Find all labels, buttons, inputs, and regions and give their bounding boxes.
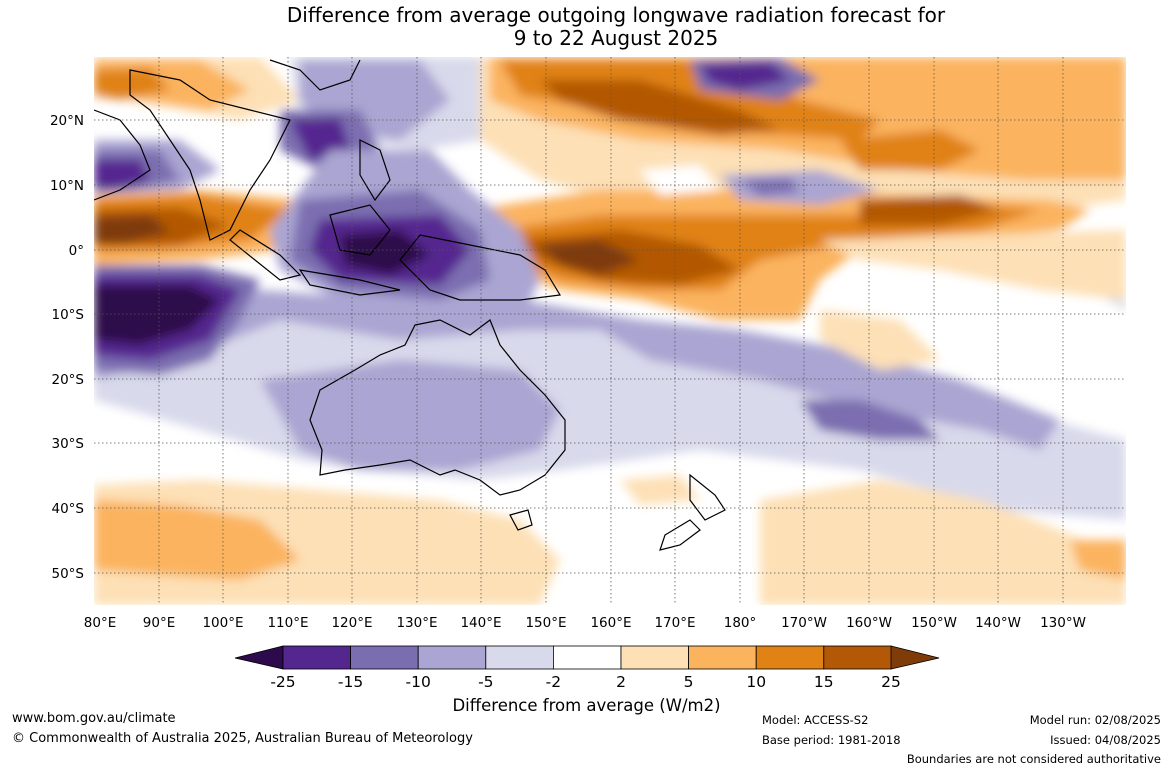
lon-label: 180° (724, 615, 757, 631)
colorbar-tick-label: -2 (546, 673, 561, 691)
issued-date: Issued: 04/08/2025 (1050, 733, 1161, 747)
colorbar-swatch (755, 645, 825, 670)
colorbar-tick-label: -15 (338, 673, 363, 691)
coastlines (94, 59, 726, 551)
colorbar-swatch (282, 645, 351, 670)
lat-label: 40°S (52, 501, 85, 517)
colorbar-tick-label: 15 (814, 673, 834, 691)
map-title: Difference from average outgoing longwav… (0, 4, 1173, 50)
lat-label: 20°N (50, 113, 84, 129)
lat-labels: 20°N 10°N 0° 10°S 20°S 30°S 40°S 50°S (50, 113, 84, 582)
colorbar-tick-label: -5 (478, 673, 493, 691)
lon-label: 110°E (267, 615, 308, 631)
lon-label: 140°E (460, 615, 501, 631)
anomaly-field (94, 57, 1126, 605)
colorbar-tick-label: -25 (270, 673, 295, 691)
website-link[interactable]: www.bom.gov.au/climate (12, 711, 176, 726)
colorbar-swatch (350, 645, 419, 670)
colorbar-swatch (688, 645, 757, 670)
colorbar-tick-label: 25 (881, 673, 901, 691)
lat-label: 10°S (52, 307, 85, 323)
lat-label: 50°S (52, 566, 85, 582)
lon-labels: 80°E 90°E 100°E 110°E 120°E 130°E 140°E … (84, 615, 1086, 631)
map-title-line1: Difference from average outgoing longwav… (286, 3, 946, 27)
lon-label: 170°W (781, 615, 827, 631)
lat-label: 20°S (52, 372, 85, 388)
lat-label: 0° (69, 243, 84, 259)
colorbar-swatch (417, 645, 487, 670)
colorbar (234, 645, 940, 670)
boundaries-disclaimer: Boundaries are not considered authoritat… (906, 752, 1161, 766)
lon-label: 90°E (143, 615, 175, 631)
base-period: Base period: 1981-2018 (762, 733, 901, 747)
lon-label: 160°E (590, 615, 631, 631)
lat-label: 10°N (50, 178, 84, 194)
map-title-line2: 9 to 22 August 2025 (513, 26, 719, 50)
lon-label: 80°E (84, 615, 116, 631)
copyright: © Commonwealth of Australia 2025, Austra… (12, 731, 473, 746)
colorbar-swatch (620, 645, 689, 670)
colorbar-tick-label: 2 (616, 673, 626, 691)
lon-label: 170°E (654, 615, 695, 631)
colorbar-swatch (485, 645, 554, 670)
lon-label: 140°W (975, 615, 1021, 631)
colorbar-tick-label: 10 (746, 673, 766, 691)
lon-label: 100°E (202, 615, 243, 631)
lon-label: 160°W (846, 615, 892, 631)
graticule (94, 57, 1126, 605)
colorbar-high-arrow (890, 645, 940, 670)
lon-label: 150°W (911, 615, 957, 631)
colorbar-tick-label: 5 (684, 673, 694, 691)
lat-label: 30°S (52, 436, 85, 452)
model-run-date: Model run: 02/08/2025 (1029, 713, 1161, 727)
colorbar-title: Difference from average (W/m2) (452, 696, 721, 715)
colorbar-tick-label: -10 (406, 673, 431, 691)
lon-label: 130°E (396, 615, 437, 631)
lon-label: 120°E (331, 615, 372, 631)
colorbar-ticks: -25 -15 -10 -5 -2 2 5 10 15 25 (270, 673, 901, 691)
model-name: Model: ACCESS-S2 (762, 713, 869, 727)
colorbar-low-arrow (234, 645, 284, 670)
colorbar-swatch (553, 645, 622, 670)
lon-label: 130°W (1040, 615, 1086, 631)
lon-label: 150°E (525, 615, 566, 631)
colorbar-swatch (823, 645, 892, 670)
